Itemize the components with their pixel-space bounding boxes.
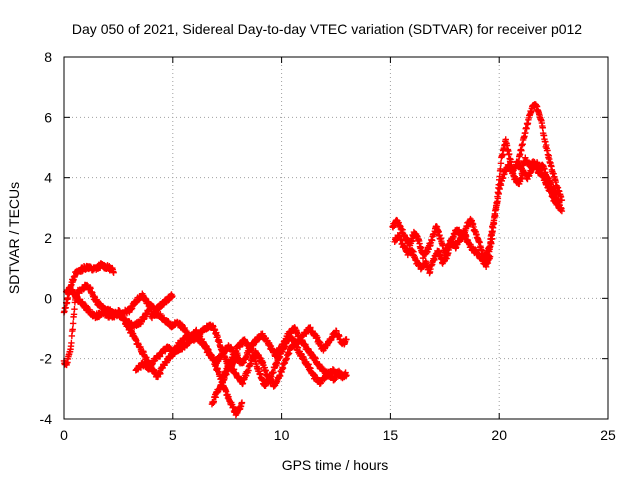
data-point [497,165,504,173]
data-point [336,369,344,376]
data-point [343,372,350,379]
data-point [68,339,75,347]
x-tick-label: 0 [60,427,68,443]
data-series-trace-e [115,307,246,419]
y-tick-label: 4 [44,170,52,186]
data-point [492,212,499,220]
x-tick-label: 15 [383,427,399,443]
data-series-trace-g [208,324,350,408]
data-point [558,196,566,204]
data-series-trace-l [485,136,566,261]
plot-frame [63,56,609,420]
data-point [110,269,117,276]
data-layer [60,101,566,419]
data-series-trace-h [219,341,344,390]
data-point [496,173,503,180]
data-point [343,336,350,343]
data-point [539,124,546,131]
grid-layer [64,57,608,419]
data-series-trace-j [391,228,494,277]
data-series-trace-a [60,260,117,316]
y-tick-label: 6 [44,109,52,125]
data-point [169,292,176,300]
data-point [69,326,76,333]
x-tick-label: 25 [600,427,616,443]
y-tick-label: -4 [40,411,53,427]
data-point [497,160,505,167]
chart-title: Day 050 of 2021, Sidereal Day-to-day VTE… [72,21,582,37]
data-point [238,399,246,406]
data-point [493,200,501,207]
y-tick-label: 2 [44,230,52,246]
x-axis-label: GPS time / hours [282,457,389,473]
y-tick-label: 0 [44,290,52,306]
x-tick-label: 5 [169,427,177,443]
y-tick-label: 8 [44,49,52,65]
data-point [558,207,566,215]
data-point [69,320,77,327]
y-tick-label: -2 [40,351,53,367]
x-tick-label: 20 [491,427,507,443]
tick-layer: 0 5 10 15 20 25 -4 -2 0 2 4 6 8 [40,49,616,443]
data-point [71,305,78,313]
y-axis-label: SDTVAR / TECUs [6,182,22,294]
x-tick-label: 10 [274,427,290,443]
data-point [490,220,498,227]
data-series-trace-m [515,101,566,204]
